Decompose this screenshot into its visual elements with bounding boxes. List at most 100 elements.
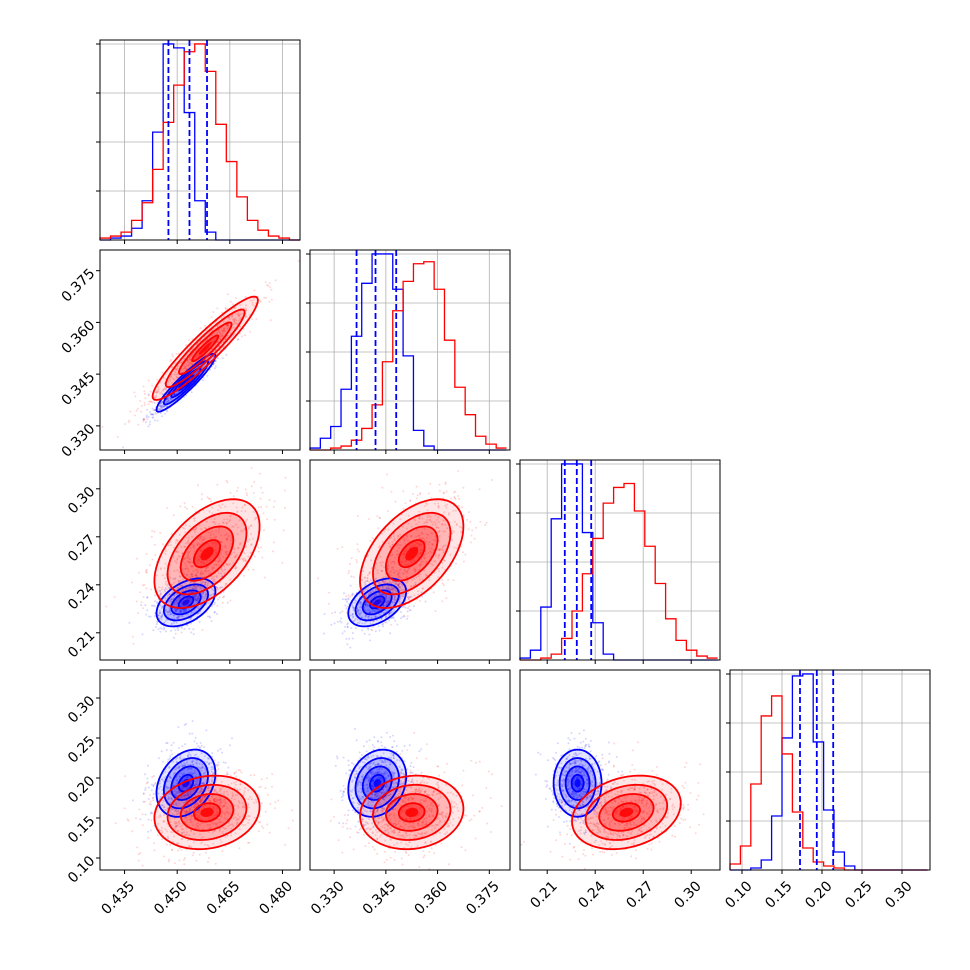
scatter-point <box>161 406 163 409</box>
scatter-point <box>375 616 378 619</box>
scatter-point <box>158 408 161 411</box>
scatter-point <box>211 329 214 332</box>
scatter-point <box>383 566 386 568</box>
scatter-point <box>161 605 164 608</box>
scatter-point <box>182 594 185 597</box>
scatter-point <box>133 414 136 417</box>
scatter-point <box>464 553 467 556</box>
scatter-point <box>225 353 228 356</box>
scatter-point <box>350 575 353 578</box>
scatter-point <box>220 553 223 556</box>
contour-line-blue <box>155 577 217 628</box>
scatter-point <box>419 573 422 576</box>
scatter-point <box>210 593 213 596</box>
scatter-point <box>457 504 460 507</box>
scatter-point <box>405 548 408 551</box>
scatter-point <box>372 589 375 592</box>
scatter-point <box>198 620 201 623</box>
scatter-point <box>224 582 227 585</box>
scatter-point <box>221 330 224 333</box>
scatter-point <box>219 557 222 560</box>
scatter-point <box>409 499 412 502</box>
scatter-point <box>197 558 200 561</box>
scatter-point <box>432 543 435 546</box>
scatter-point <box>213 611 216 614</box>
scatter-point <box>378 582 381 585</box>
scatter-point <box>377 581 380 584</box>
scatter-point <box>165 609 167 612</box>
scatter-point <box>194 598 197 601</box>
scatter-point <box>213 521 216 524</box>
scatter-point <box>177 629 180 632</box>
scatter-point <box>225 550 228 553</box>
scatter-point <box>204 581 207 584</box>
scatter-point <box>188 597 191 600</box>
scatter-point <box>419 578 422 581</box>
scatter-point <box>160 588 163 591</box>
scatter-point <box>170 375 173 378</box>
scatter-point <box>380 599 383 602</box>
scatter-point <box>224 551 227 554</box>
scatter-point <box>154 396 157 399</box>
scatter-point <box>253 481 256 483</box>
scatter-point <box>234 567 237 570</box>
scatter-point <box>129 410 132 413</box>
scatter-point <box>394 556 397 559</box>
scatter-point <box>267 284 270 287</box>
scatter-point <box>232 326 235 329</box>
scatter-point <box>187 557 190 560</box>
scatter-point <box>155 626 158 628</box>
scatter-point <box>149 411 151 413</box>
scatter-point <box>173 608 176 611</box>
scatter-point <box>357 609 360 612</box>
scatter-point <box>360 616 363 619</box>
scatter-point <box>449 553 452 556</box>
scatter-point <box>387 601 390 604</box>
scatter-point <box>164 401 167 404</box>
scatter-point <box>193 595 196 598</box>
scatter-point <box>235 523 237 526</box>
scatter-point <box>431 523 434 526</box>
scatter-point <box>173 393 176 396</box>
scatter-point <box>131 635 134 638</box>
scatter-point <box>225 479 228 482</box>
scatter-point <box>219 348 222 351</box>
scatter-point <box>382 604 385 607</box>
scatter-point <box>387 587 390 590</box>
panel-background <box>100 460 300 660</box>
scatter-point <box>361 578 364 581</box>
scatter-point <box>370 591 373 593</box>
scatter-point <box>374 615 377 618</box>
scatter-point <box>218 345 220 348</box>
scatter-point <box>406 580 409 583</box>
scatter-point <box>401 584 404 587</box>
scatter-point <box>193 519 196 522</box>
scatter-point <box>455 562 457 565</box>
scatter-point <box>447 578 450 581</box>
scatter-point <box>177 615 180 618</box>
scatter-point <box>238 847 241 850</box>
scatter-point <box>365 594 367 597</box>
scatter-point <box>180 596 182 599</box>
scatter-point <box>301 624 303 626</box>
scatter-point <box>425 536 428 539</box>
scatter-point <box>136 557 139 560</box>
scatter-point <box>413 518 416 521</box>
scatter-point <box>184 609 187 612</box>
scatter-point <box>216 604 219 607</box>
scatter-point <box>218 528 220 531</box>
scatter-point <box>426 521 429 524</box>
scatter-point <box>455 524 458 527</box>
scatter-point <box>169 600 172 603</box>
scatter-point <box>391 600 394 603</box>
scatter-point <box>473 537 476 540</box>
scatter-point <box>231 318 234 321</box>
scatter-point <box>204 569 207 572</box>
scatter-point <box>196 542 199 545</box>
scatter-point <box>368 611 371 614</box>
scatter-point <box>466 518 469 521</box>
scatter-point <box>413 594 416 597</box>
scatter-point <box>407 598 410 600</box>
scatter-point <box>205 520 208 523</box>
scatter-point <box>204 583 206 586</box>
